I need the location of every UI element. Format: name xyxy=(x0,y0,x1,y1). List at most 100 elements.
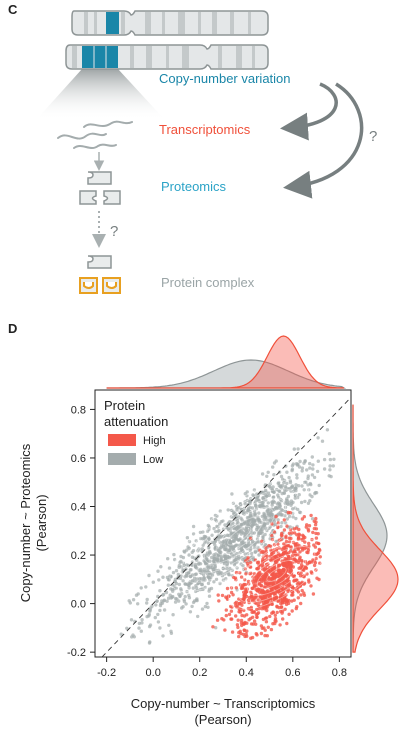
point-low xyxy=(312,475,317,480)
point-low xyxy=(222,554,226,558)
point-high xyxy=(307,524,312,528)
point-low xyxy=(183,594,187,599)
x-tick-label: 0.6 xyxy=(285,667,300,679)
point-high xyxy=(289,573,294,577)
point-high xyxy=(242,628,246,632)
point-low xyxy=(174,569,179,573)
point-low xyxy=(238,502,243,506)
point-high xyxy=(291,593,295,597)
point-high xyxy=(279,605,284,609)
point-high xyxy=(303,560,308,564)
point-high xyxy=(266,625,270,629)
point-high xyxy=(287,551,291,555)
point-high xyxy=(296,560,301,565)
point-high xyxy=(287,612,291,616)
point-low xyxy=(217,548,221,553)
point-high xyxy=(277,538,281,542)
point-low xyxy=(269,514,274,518)
point-high xyxy=(314,516,318,521)
point-low xyxy=(179,565,184,569)
point-low xyxy=(221,541,225,545)
point-high xyxy=(251,575,255,579)
point-low xyxy=(245,498,249,503)
point-high xyxy=(272,530,277,534)
point-low xyxy=(295,476,299,480)
point-low xyxy=(227,533,231,538)
point-high xyxy=(253,601,257,605)
point-low xyxy=(214,519,219,523)
point-low xyxy=(251,493,255,497)
point-low xyxy=(225,562,230,566)
point-low xyxy=(187,593,191,597)
scatter-points xyxy=(101,396,351,657)
point-low xyxy=(189,581,193,585)
point-low xyxy=(274,459,278,463)
point-low xyxy=(227,573,231,577)
point-low xyxy=(298,510,302,514)
point-low xyxy=(181,605,185,609)
point-high xyxy=(302,515,306,519)
point-high xyxy=(248,536,253,541)
point-low xyxy=(136,592,140,596)
point-low xyxy=(194,539,198,543)
point-low xyxy=(241,511,245,516)
point-low xyxy=(219,543,224,548)
point-low xyxy=(303,499,307,504)
point-low xyxy=(182,599,187,604)
point-low xyxy=(263,526,267,530)
point-high xyxy=(264,620,269,624)
point-low xyxy=(186,545,190,549)
point-high xyxy=(245,621,249,625)
point-high xyxy=(305,562,310,566)
point-high xyxy=(302,565,306,569)
point-low xyxy=(216,529,220,534)
point-low xyxy=(208,565,213,570)
point-low xyxy=(229,552,234,556)
point-low xyxy=(268,482,273,486)
point-low xyxy=(191,524,196,529)
point-low xyxy=(244,535,248,540)
point-low xyxy=(166,596,171,600)
point-high xyxy=(289,565,293,569)
point-high xyxy=(252,598,256,602)
point-low xyxy=(183,575,187,579)
point-high xyxy=(279,601,283,606)
point-low xyxy=(184,602,188,606)
point-low xyxy=(239,546,244,551)
point-high xyxy=(244,632,248,636)
point-low xyxy=(189,568,193,572)
point-low xyxy=(233,513,237,517)
point-high xyxy=(300,537,304,542)
point-low xyxy=(160,599,164,603)
point-high xyxy=(289,546,293,550)
y-tick-label: -0.2 xyxy=(67,647,86,659)
point-low xyxy=(295,495,300,500)
plot-frame xyxy=(94,389,352,658)
point-high xyxy=(309,584,313,588)
point-low xyxy=(166,578,171,582)
point-low xyxy=(328,464,332,468)
point-high xyxy=(313,561,318,565)
contour-high xyxy=(256,560,297,589)
point-low xyxy=(213,564,217,569)
point-high xyxy=(297,533,302,537)
point-high xyxy=(263,576,267,580)
point-low xyxy=(223,557,228,561)
point-low xyxy=(177,592,181,596)
point-low xyxy=(191,600,196,605)
point-low xyxy=(277,506,281,510)
point-high xyxy=(211,625,215,629)
point-high xyxy=(236,618,240,622)
point-low xyxy=(231,554,235,559)
point-high xyxy=(276,521,280,525)
point-low xyxy=(140,618,144,622)
point-high xyxy=(272,550,276,555)
point-low xyxy=(279,497,283,502)
point-high xyxy=(265,554,269,558)
point-high xyxy=(312,552,317,556)
point-high xyxy=(273,613,277,617)
point-high xyxy=(314,536,319,540)
point-high xyxy=(257,570,262,574)
point-low xyxy=(171,570,176,575)
point-low xyxy=(314,491,319,495)
